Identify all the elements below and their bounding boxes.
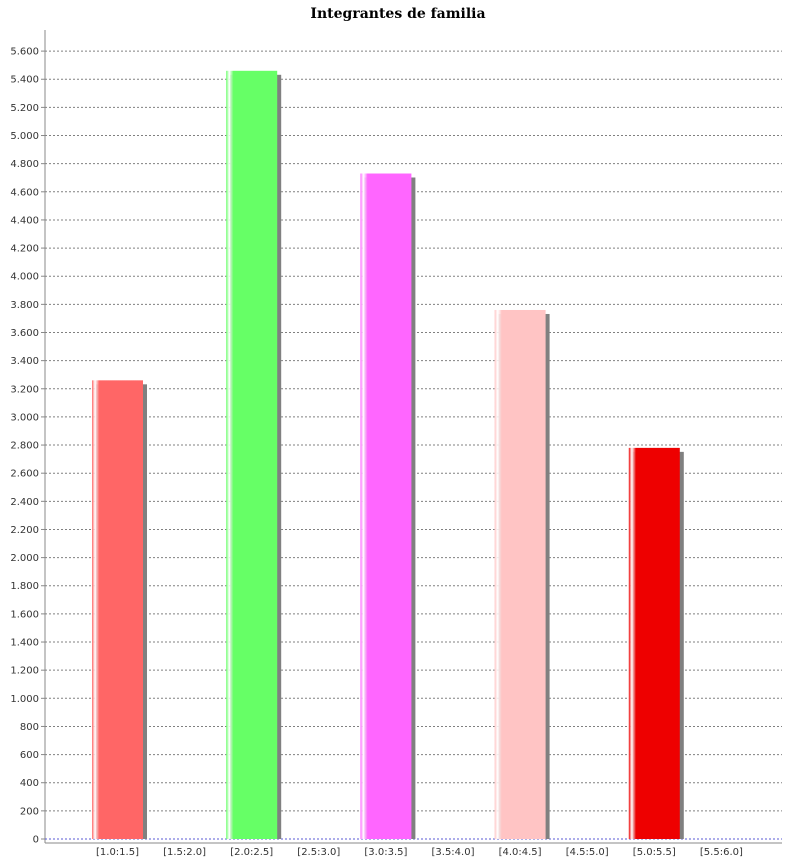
y-tick-label: 4.400 [10, 215, 39, 226]
bar [494, 309, 546, 839]
y-tick-label: 2.600 [10, 469, 39, 480]
x-tick-label: [2.0:2.5] [230, 847, 273, 858]
chart-title: Integrantes de familia [310, 6, 485, 22]
x-tick-label: [5.5:6.0] [700, 847, 743, 858]
y-tick-label: 2.000 [10, 553, 39, 564]
bar [628, 447, 680, 839]
x-tick-label: [1.5:2.0] [163, 847, 206, 858]
y-tick-label: 3.200 [10, 384, 39, 395]
y-tick-label: 4.800 [10, 159, 39, 170]
y-tick-label: 200 [20, 806, 39, 817]
y-tick-label: 1.000 [10, 694, 39, 705]
y-tick-label: 4.000 [10, 272, 39, 283]
x-tick-label: [4.0:4.5] [499, 847, 542, 858]
y-tick-label: 5.600 [10, 47, 39, 58]
bar [226, 70, 278, 839]
y-tick-label: 2.800 [10, 441, 39, 452]
y-tick-label: 5.200 [10, 103, 39, 114]
bar [92, 380, 143, 839]
y-tick-label: 3.400 [10, 356, 39, 367]
y-tick-label: 1.200 [10, 666, 39, 677]
y-tick-label: 0 [33, 835, 39, 846]
y-axis: 0 200 400 600 800 1.000 1.200 1.400 1.600 1.800 2.… [10, 30, 46, 846]
x-axis: [1.0:1.5] [1.5:2.0] [2.0:2.5] [2.5:3.0] [3.0… [45, 838, 782, 858]
y-tick-label: 5.400 [10, 75, 39, 86]
x-tick-label: [5.0:5.5] [633, 847, 676, 858]
y-tick-label: 2.400 [10, 497, 39, 508]
y-tick-label: 3.800 [10, 300, 39, 311]
y-tick-label: 2.200 [10, 525, 39, 536]
y-tick-label: 4.200 [10, 244, 39, 255]
x-tick-label: [4.5:5.0] [566, 847, 609, 858]
x-tick-label: [3.0:3.5] [364, 847, 407, 858]
y-tick-label: 1.400 [10, 638, 39, 649]
y-tick-label: 5.000 [10, 131, 39, 142]
y-tick-label: 400 [20, 778, 39, 789]
x-tick-label: [1.0:1.5] [96, 847, 139, 858]
y-tick-label: 4.600 [10, 187, 39, 198]
y-tick-label: 800 [20, 722, 39, 733]
y-tick-label: 3.000 [10, 412, 39, 423]
bar [360, 173, 412, 839]
y-tick-label: 1.800 [10, 581, 39, 592]
x-tick-label: [2.5:3.0] [297, 847, 340, 858]
y-tick-label: 3.600 [10, 328, 39, 339]
x-tick-label: [3.5:4.0] [432, 847, 475, 858]
y-tick-label: 1.600 [10, 609, 39, 620]
bars [92, 70, 684, 839]
y-tick-label: 600 [20, 750, 39, 761]
